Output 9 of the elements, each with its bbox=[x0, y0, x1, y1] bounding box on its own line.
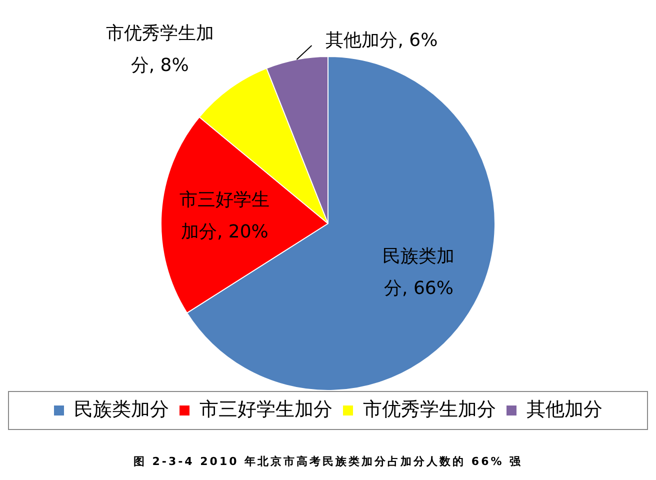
data-label: 民族类加分, 66% bbox=[382, 246, 455, 300]
data-label: 市三好学生加分, 20% bbox=[180, 190, 270, 243]
data-label: 其他加分, 6% bbox=[326, 30, 438, 52]
legend-label: 其他加分 bbox=[526, 398, 602, 420]
legend-label: 市优秀学生加分 bbox=[363, 398, 496, 420]
legend-label: 市三好学生加分 bbox=[200, 398, 332, 420]
data-label: 市优秀学生加分, 8% bbox=[106, 23, 214, 76]
caption: 图 2-3-4 2010 年北京市高考民族类加分占加分人数的 66% 强 bbox=[132, 454, 524, 469]
legend-label: 民族类加分 bbox=[74, 398, 169, 420]
